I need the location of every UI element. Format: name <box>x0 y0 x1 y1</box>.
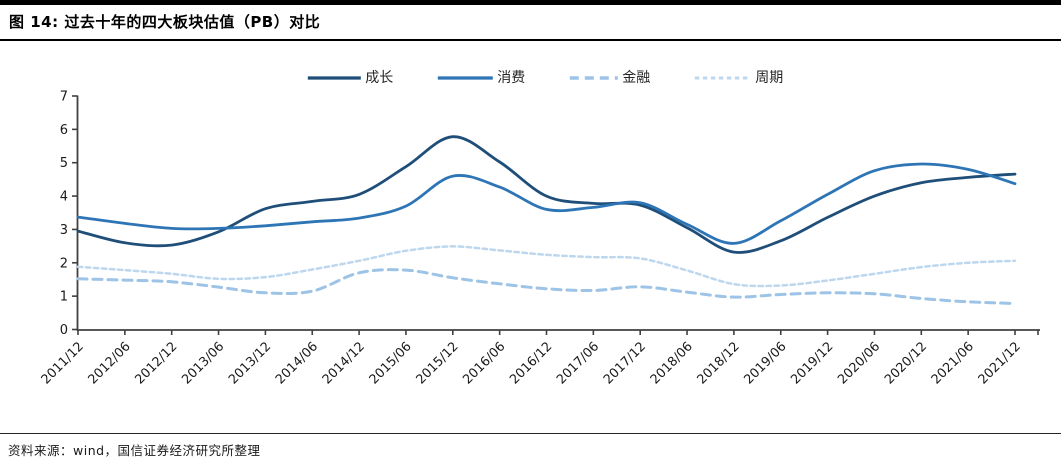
x-tick-label: 2018/12 <box>695 339 743 387</box>
y-tick-label: 2 <box>60 256 68 271</box>
x-tick-label: 2012/12 <box>132 339 180 387</box>
axes: 0 1 2 3 4 5 6 7 2011/122012/062012/122013/062013… <box>39 90 1040 387</box>
legend-label-consumption: 消费 <box>497 70 526 86</box>
y-tick-label: 6 <box>60 123 68 138</box>
x-tick-label: 2019/12 <box>788 339 836 387</box>
series-line-finance <box>76 268 1017 305</box>
title-underline-rule <box>0 39 1061 41</box>
x-tick-label: 2014/06 <box>273 339 321 387</box>
legend-label-cycle: 周期 <box>755 70 784 86</box>
x-tick-label: 2019/06 <box>741 339 789 387</box>
x-tick-label: 2015/12 <box>413 339 461 387</box>
x-tick-label: 2013/12 <box>226 339 274 387</box>
x-tick-label: 2020/06 <box>835 339 883 387</box>
source-note: 资料来源：wind，国信证券经济研究所整理 <box>8 443 261 458</box>
legend-item-cycle: 周期 <box>693 71 783 85</box>
x-tick-label: 2021/12 <box>976 339 1024 387</box>
figure-title: 图 14: 过去十年的四大板块估值（PB）对比 <box>9 13 321 31</box>
legend-swatch-growth <box>307 76 361 80</box>
x-tick-label: 2018/06 <box>648 339 696 387</box>
legend-item-growth: 成长 <box>306 71 393 85</box>
x-tick-label: 2014/12 <box>320 339 368 387</box>
series-line-cycle <box>76 245 1017 288</box>
y-tick-label: 7 <box>60 90 68 105</box>
legend-item-consumption: 消费 <box>436 71 525 85</box>
legend-swatch-cycle <box>694 76 751 80</box>
footer-rule <box>0 433 1061 434</box>
x-tick-label: 2017/06 <box>554 339 602 387</box>
x-tick-label: 2021/06 <box>929 339 977 387</box>
y-tick-label: 0 <box>60 323 68 338</box>
y-tick-label: 1 <box>60 290 68 305</box>
y-tick-label: 4 <box>60 190 68 205</box>
legend-swatch-consumption <box>437 76 493 80</box>
x-tick-label: 2017/12 <box>601 339 649 387</box>
x-tick-label: 2016/12 <box>507 339 555 387</box>
x-tick-label: 2016/06 <box>460 339 508 387</box>
legend-label-growth: 成长 <box>365 70 394 86</box>
series-line-growth <box>76 135 1017 254</box>
x-tick-label: 2011/12 <box>39 339 87 387</box>
x-tick-label: 2013/06 <box>179 339 227 387</box>
series-line-consumption <box>76 162 1017 245</box>
legend-label-finance: 金融 <box>622 70 651 86</box>
x-tick-label: 2020/12 <box>882 339 930 387</box>
y-tick-label: 3 <box>60 223 68 238</box>
top-rule <box>0 0 1061 5</box>
x-tick-label: 2012/06 <box>85 339 133 387</box>
x-tick-label: 2015/06 <box>367 339 415 387</box>
legend-swatch-finance <box>569 76 618 80</box>
legend-item-finance: 金融 <box>568 71 650 85</box>
chart-legend: 成长 消费 金融 周期 <box>306 71 783 85</box>
y-tick-label: 5 <box>60 156 68 171</box>
